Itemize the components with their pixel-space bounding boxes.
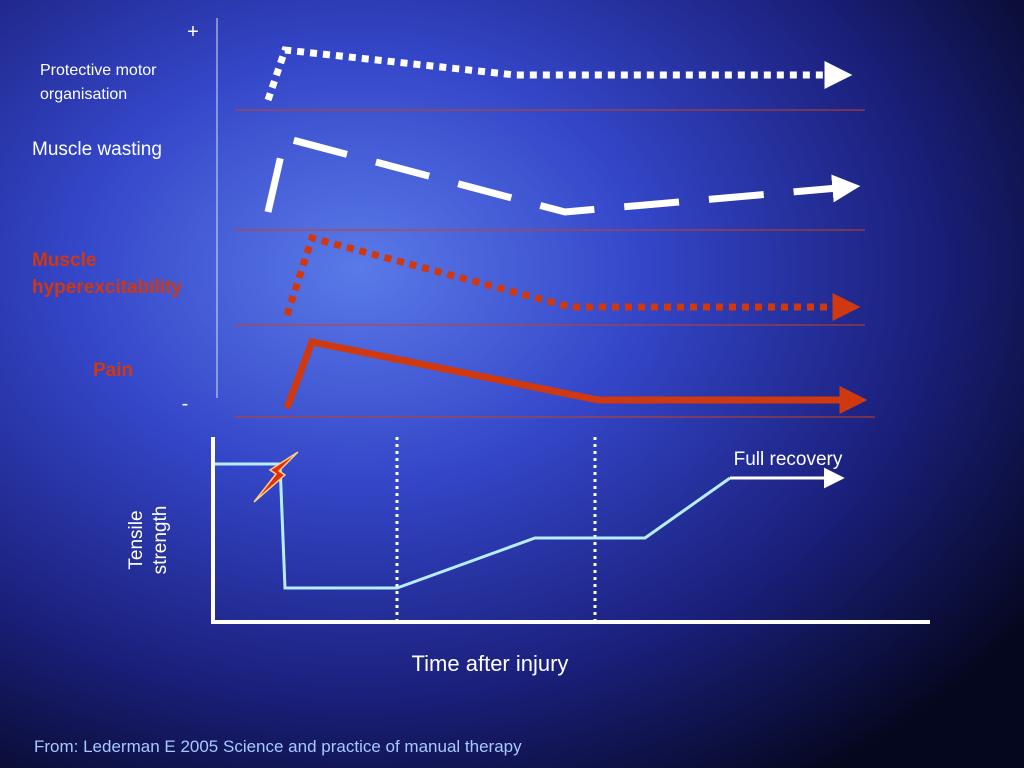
hyperexcitability-curve xyxy=(283,233,861,321)
protective-curve xyxy=(264,46,853,102)
annotation: Full recovery xyxy=(734,449,843,470)
wasting-curve xyxy=(264,133,861,216)
pain-curve xyxy=(283,337,868,414)
source-note: From: Lederman E 2005 Science and practi… xyxy=(34,737,522,756)
x-axis-label: Time after injury xyxy=(412,651,569,676)
y-axis-label: Tensile strength xyxy=(126,506,171,575)
row-label: Muscle hyperexcitability xyxy=(32,250,182,298)
row-label: Protective motor organisation xyxy=(40,62,157,103)
upper-diagram: + - Protective motor organisation Muscle … xyxy=(32,18,875,418)
injury-icon xyxy=(253,451,299,503)
axis-minus: - xyxy=(182,393,189,415)
axis-plus: + xyxy=(187,21,199,43)
row-label: Muscle wasting xyxy=(32,139,162,160)
row-label: Pain xyxy=(93,360,133,381)
lower-chart: Full recovery Tensile strength Time after… xyxy=(126,437,930,676)
axes xyxy=(211,437,930,624)
